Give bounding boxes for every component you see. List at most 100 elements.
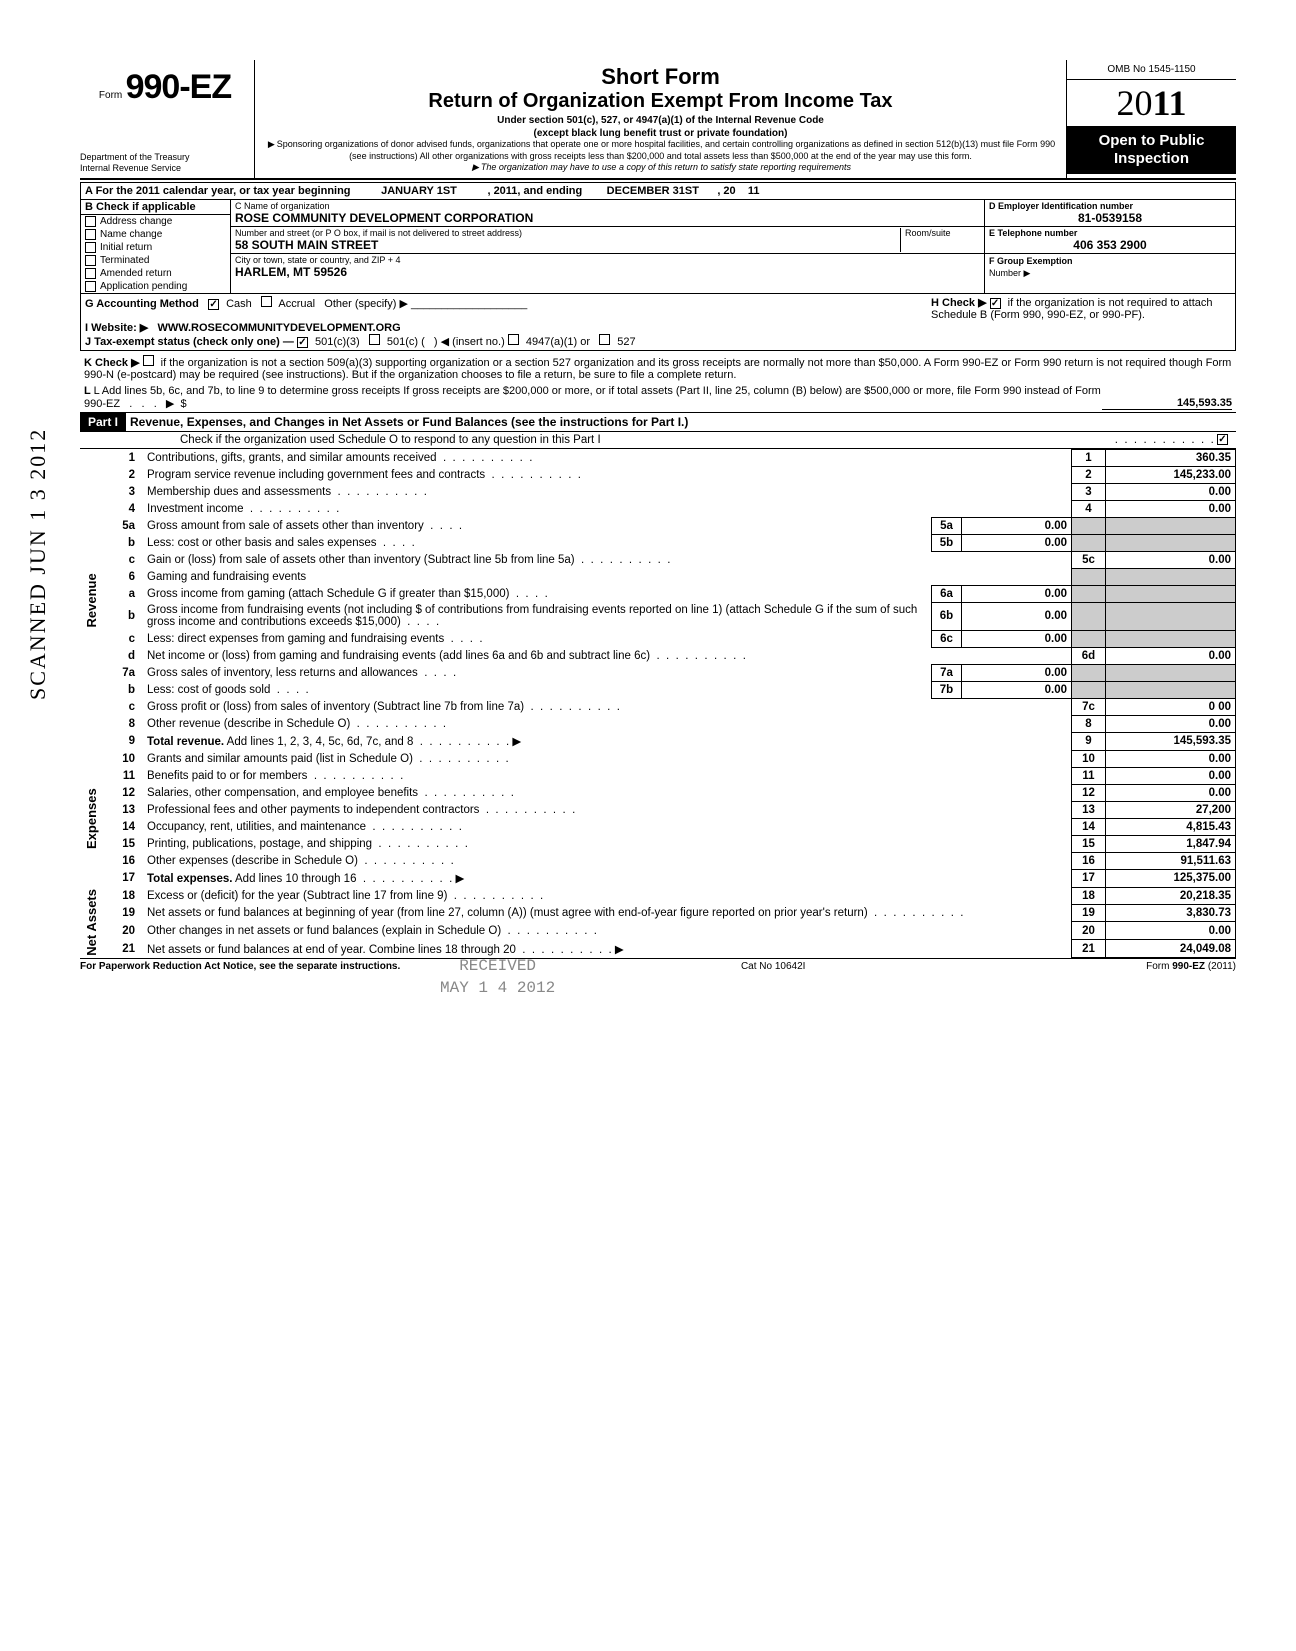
box-number: 20 [1072,922,1106,939]
checkbox[interactable] [85,268,96,279]
checkbox-501c[interactable] [369,334,380,345]
checkbox[interactable] [85,255,96,266]
line-number: 8 [103,715,143,732]
box-number: 7c [1072,698,1106,715]
box-number: 11 [1072,767,1106,784]
line-number: 9 [103,732,143,750]
box-value: 0.00 [1106,552,1236,569]
line-description: Salaries, other compensation, and employ… [143,784,1072,801]
table-row: bLess: cost or other basis and sales exp… [80,535,1236,552]
line-number: 19 [103,904,143,921]
inner-box-number: 6b [932,602,962,630]
shaded-cell [1072,664,1106,681]
line-number: 16 [103,852,143,869]
line-description: Gross profit or (loss) from sales of inv… [143,698,1072,715]
c-street-row: Number and street (or P O box, if mail i… [231,227,984,254]
table-row: cGain or (loss) from sale of assets othe… [80,552,1236,569]
open-to-public-badge: Open to Public Inspection [1067,126,1236,174]
line-number: 17 [103,869,143,887]
line-description: Net assets or fund balances at beginning… [143,904,1072,921]
box-value: 0.00 [1106,715,1236,732]
checkbox-row: Terminated [81,254,230,267]
box-value: 20,218.35 [1106,887,1236,904]
table-row: 6Gaming and fundraising events [80,569,1236,586]
box-value: 145,593.35 [1106,732,1236,750]
line-a-tax-year: A For the 2011 calendar year, or tax yea… [80,182,1236,199]
line-number: b [103,681,143,698]
part-1-header: Part I Revenue, Expenses, and Changes in… [80,412,1236,432]
inner-box-number: 6a [932,585,962,602]
part-1-table: Revenue1Contributions, gifts, grants, an… [80,449,1236,958]
box-value: 27,200 [1106,801,1236,818]
table-row: Net Assets18Excess or (deficit) for the … [80,887,1236,904]
box-value: 24,049.08 [1106,939,1236,957]
shaded-cell [1106,602,1236,630]
shaded-cell [1106,664,1236,681]
entity-info-block: B Check if applicable Address changeName… [80,199,1236,294]
checkbox-4947[interactable] [508,334,519,345]
lines-g-h-i-j: G Accounting Method Cash Accrual Other (… [80,294,1236,351]
inner-box-value: 0.00 [962,518,1072,535]
checkbox[interactable] [85,229,96,240]
checkbox-k[interactable] [143,355,154,366]
box-value: 0.00 [1106,922,1236,939]
checkbox-schedule-o[interactable] [1217,434,1228,445]
checkbox-501c3[interactable] [297,337,308,348]
table-row: 17Total expenses. Add lines 10 through 1… [80,869,1236,887]
inner-box-number: 7b [932,681,962,698]
shaded-cell [1106,518,1236,535]
line-description: Gain or (loss) from sale of assets other… [143,552,1072,569]
table-row: 5aGross amount from sale of assets other… [80,518,1236,535]
box-value: 91,511.63 [1106,852,1236,869]
line-k: K Check ▶ if the organization is not a s… [80,351,1236,383]
box-value: 360.35 [1106,450,1236,467]
tax-year: 2011 [1067,80,1236,126]
box-number: 3 [1072,484,1106,501]
checkbox-row: Application pending [81,280,230,293]
checkbox[interactable] [85,242,96,253]
checkbox-h[interactable] [990,298,1001,309]
table-row: Revenue1Contributions, gifts, grants, an… [80,450,1236,467]
d-ein-row: D Employer Identification number 81-0539… [985,200,1235,227]
table-row: 13Professional fees and other payments t… [80,801,1236,818]
checkbox-label: Name change [100,229,162,240]
org-name: ROSE COMMUNITY DEVELOPMENT CORPORATION [235,211,980,225]
table-row: cLess: direct expenses from gaming and f… [80,630,1236,647]
title-main: Return of Organization Exempt From Incom… [263,90,1058,113]
table-row: cGross profit or (loss) from sales of in… [80,698,1236,715]
line-number: d [103,647,143,664]
column-d-e-f: D Employer Identification number 81-0539… [985,200,1235,293]
ein-value: 81-0539158 [989,211,1231,225]
table-row: 21Net assets or fund balances at end of … [80,939,1236,957]
line-description: Professional fees and other payments to … [143,801,1072,818]
line-description: Contributions, gifts, grants, and simila… [143,450,1072,467]
checkbox[interactable] [85,216,96,227]
department-block: Department of the Treasury Internal Reve… [80,152,250,174]
column-c-org-info: C Name of organization ROSE COMMUNITY DE… [231,200,985,293]
line-number: 2 [103,467,143,484]
box-number: 16 [1072,852,1106,869]
checkbox[interactable] [85,281,96,292]
checkbox-cash[interactable] [208,299,219,310]
line-description: Other revenue (describe in Schedule O) .… [143,715,1072,732]
org-city: HARLEM, MT 59526 [235,265,980,279]
line-number: c [103,552,143,569]
checkbox-row: Name change [81,228,230,241]
line-number: b [103,602,143,630]
inner-box-number: 5a [932,518,962,535]
inner-box-value: 0.00 [962,585,1072,602]
checkbox-527[interactable] [599,334,610,345]
table-row: 14Occupancy, rent, utilities, and mainte… [80,818,1236,835]
table-row: 12Salaries, other compensation, and empl… [80,784,1236,801]
website-value: WWW.ROSECOMMUNITYDEVELOPMENT.ORG [157,322,400,334]
side-label: Expenses [80,750,103,887]
table-row: 16Other expenses (describe in Schedule O… [80,852,1236,869]
box-number: 19 [1072,904,1106,921]
checkbox-row: Address change [81,215,230,228]
title-short: Short Form [263,64,1058,90]
box-number: 6d [1072,647,1106,664]
checkbox-accrual[interactable] [261,296,272,307]
form-header-center: Short Form Return of Organization Exempt… [255,60,1066,178]
inner-box-value: 0.00 [962,681,1072,698]
line-number: c [103,630,143,647]
